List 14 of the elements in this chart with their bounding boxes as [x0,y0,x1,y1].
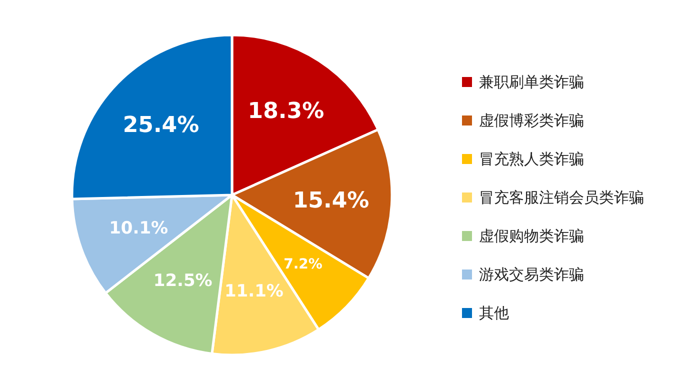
legend-label: 兼职刷单类诈骗 [479,73,584,91]
data-label: 7.2% [284,256,322,272]
data-label: 25.4% [122,113,200,138]
data-label: 11.1% [224,282,284,302]
legend-label: 冒充客服注销会员类诈骗 [479,188,644,206]
legend-label: 虚假博彩类诈骗 [479,112,584,130]
legend-label: 冒充熟人类诈骗 [479,150,584,168]
data-label: 15.4% [292,188,370,214]
data-label: 10.1% [109,218,168,238]
legend-label: 游戏交易类诈骗 [479,266,584,284]
legend-label: 虚假购物类诈骗 [479,227,584,245]
data-label: 12.5% [153,271,212,292]
data-label: 18.3% [248,99,324,124]
legend-label: 其他 [479,304,509,322]
